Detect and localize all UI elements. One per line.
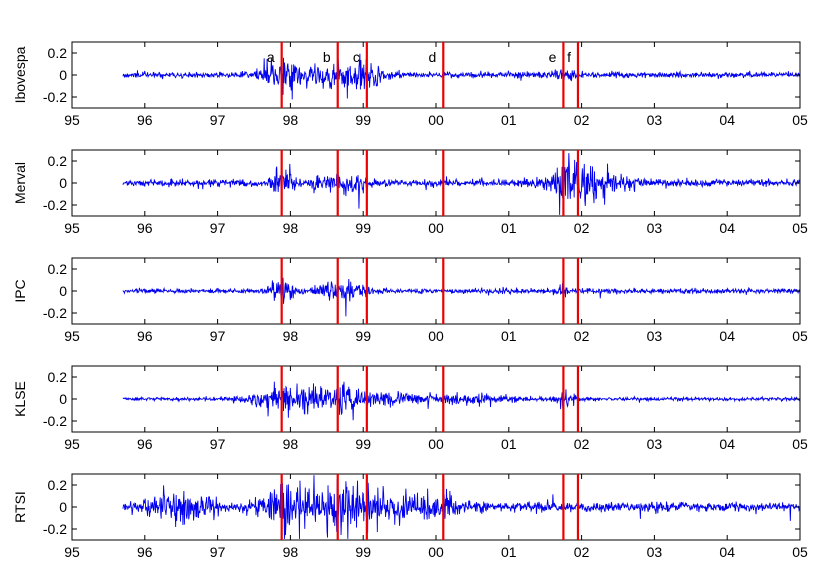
x-tick-label: 99 [355, 544, 371, 560]
y-tick-label: 0.2 [48, 45, 68, 61]
y-tick-label: 0.2 [48, 477, 68, 493]
x-tick-label: 00 [428, 220, 444, 236]
y-tick-label: 0.2 [48, 153, 68, 169]
y-tick-label: 0.2 [48, 369, 68, 385]
x-tick-label: 97 [210, 220, 226, 236]
x-tick-label: 03 [647, 544, 663, 560]
x-tick-label: 95 [64, 436, 80, 452]
event-label-a: a [267, 49, 275, 65]
x-tick-label: 95 [64, 544, 80, 560]
y-tick-label: 0 [59, 67, 67, 83]
x-tick-label: 05 [792, 436, 808, 452]
x-tick-label: 05 [792, 544, 808, 560]
series-line-ipc [122, 277, 800, 317]
x-tick-label: 02 [574, 220, 590, 236]
x-tick-label: 01 [501, 328, 517, 344]
x-tick-label: 98 [283, 544, 299, 560]
x-tick-label: 00 [428, 544, 444, 560]
x-tick-label: 97 [210, 112, 226, 128]
x-tick-label: 98 [283, 112, 299, 128]
x-tick-label: 05 [792, 328, 808, 344]
x-tick-label: 98 [283, 220, 299, 236]
x-tick-label: 01 [501, 112, 517, 128]
x-tick-label: 98 [283, 328, 299, 344]
y-tick-label: 0 [59, 283, 67, 299]
series-label: IPC [12, 279, 28, 302]
x-tick-label: 03 [647, 436, 663, 452]
panel-klse: 0.2 0 -0.2 95 96 97 98 99 00 01 02 03 04 05 KLSE [12, 365, 808, 452]
y-tick-label: 0.2 [48, 261, 68, 277]
x-tick-label: 05 [792, 220, 808, 236]
x-tick-label: 96 [137, 112, 153, 128]
x-tick-label: 97 [210, 436, 226, 452]
x-tick-label: 00 [428, 436, 444, 452]
series-label: Merval [12, 162, 28, 204]
y-tick-label: 0 [59, 391, 67, 407]
x-tick-label: 04 [719, 436, 735, 452]
x-tick-label: 04 [719, 328, 735, 344]
x-tick-label: 96 [137, 436, 153, 452]
x-tick-label: 99 [355, 112, 371, 128]
x-tick-label: 99 [355, 220, 371, 236]
x-tick-label: 00 [428, 112, 444, 128]
panel-ibovespa: 0.2 0 -0.2 95 96 97 98 99 00 01 02 03 04 05 Ibovespa a b… [12, 41, 808, 128]
y-tick-label: -0.2 [43, 413, 67, 429]
series-line-ibovespa [122, 52, 800, 100]
x-tick-label: 96 [137, 328, 153, 344]
x-tick-label: 95 [64, 328, 80, 344]
series-line-rtsi [122, 475, 800, 539]
event-label-f: f [567, 49, 571, 65]
x-tick-label: 02 [574, 112, 590, 128]
series-label: KLSE [12, 381, 28, 417]
event-label-c: c [353, 49, 360, 65]
panel-ipc: 0.2 0 -0.2 95 96 97 98 99 00 01 02 03 04 05 IPC [12, 257, 808, 344]
x-tick-label: 99 [355, 328, 371, 344]
y-tick-label: -0.2 [43, 197, 67, 213]
x-tick-label: 02 [574, 544, 590, 560]
x-tick-label: 01 [501, 544, 517, 560]
event-label-e: e [549, 49, 557, 65]
x-tick-label: 95 [64, 220, 80, 236]
panel-rtsi: 0.2 0 -0.2 95 96 97 98 99 00 01 02 03 04 05 RTSI [12, 473, 808, 560]
series-label: Ibovespa [12, 46, 28, 103]
x-tick-label: 99 [355, 436, 371, 452]
x-tick-label: 05 [792, 112, 808, 128]
y-tick-label: 0 [59, 175, 67, 191]
event-label-b: b [323, 49, 331, 65]
series-line-klse [122, 381, 800, 421]
x-tick-label: 03 [647, 112, 663, 128]
x-tick-label: 01 [501, 436, 517, 452]
y-tick-label: -0.2 [43, 89, 67, 105]
x-tick-label: 02 [574, 328, 590, 344]
x-tick-label: 04 [719, 544, 735, 560]
series-label: RTSI [12, 491, 28, 523]
x-tick-label: 97 [210, 328, 226, 344]
x-tick-label: 02 [574, 436, 590, 452]
x-tick-label: 03 [647, 328, 663, 344]
x-tick-label: 00 [428, 328, 444, 344]
series-line-merval [122, 153, 800, 215]
y-tick-label: 0 [59, 499, 67, 515]
y-tick-label: -0.2 [43, 521, 67, 537]
x-tick-label: 97 [210, 544, 226, 560]
y-tick-label: -0.2 [43, 305, 67, 321]
event-label-d: d [428, 49, 436, 65]
x-tick-label: 01 [501, 220, 517, 236]
x-tick-label: 04 [719, 220, 735, 236]
x-tick-label: 03 [647, 220, 663, 236]
panel-merval: 0.2 0 -0.2 95 96 97 98 99 00 01 02 03 04 05 Merval [12, 149, 808, 236]
x-tick-label: 04 [719, 112, 735, 128]
x-tick-label: 98 [283, 436, 299, 452]
x-tick-label: 95 [64, 112, 80, 128]
x-tick-label: 96 [137, 220, 153, 236]
x-tick-label: 96 [137, 544, 153, 560]
